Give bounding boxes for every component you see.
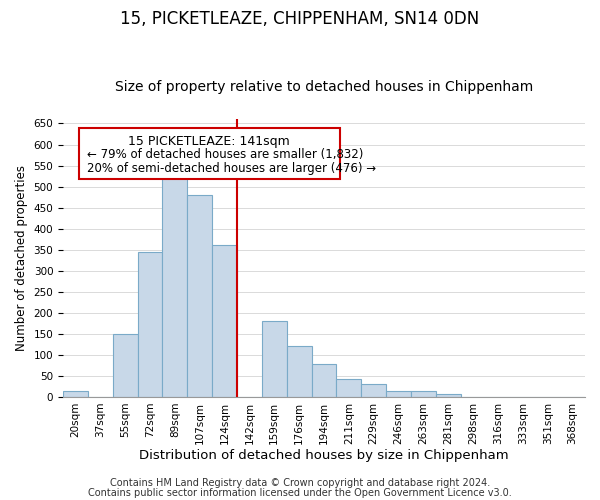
Bar bbox=[386, 390, 411, 397]
Title: Size of property relative to detached houses in Chippenham: Size of property relative to detached ho… bbox=[115, 80, 533, 94]
X-axis label: Distribution of detached houses by size in Chippenham: Distribution of detached houses by size … bbox=[139, 450, 509, 462]
Text: ← 79% of detached houses are smaller (1,832): ← 79% of detached houses are smaller (1,… bbox=[86, 148, 363, 162]
Text: Contains public sector information licensed under the Open Government Licence v3: Contains public sector information licen… bbox=[88, 488, 512, 498]
Bar bbox=[411, 390, 436, 397]
Y-axis label: Number of detached properties: Number of detached properties bbox=[15, 165, 28, 351]
Bar bbox=[212, 246, 237, 397]
Text: Contains HM Land Registry data © Crown copyright and database right 2024.: Contains HM Land Registry data © Crown c… bbox=[110, 478, 490, 488]
Bar bbox=[311, 364, 337, 397]
Bar bbox=[337, 380, 361, 397]
Bar bbox=[262, 321, 287, 397]
Bar bbox=[163, 178, 187, 397]
Bar bbox=[287, 346, 311, 397]
Text: 20% of semi-detached houses are larger (476) →: 20% of semi-detached houses are larger (… bbox=[86, 162, 376, 175]
FancyBboxPatch shape bbox=[79, 128, 340, 179]
Bar bbox=[187, 195, 212, 397]
Bar bbox=[113, 334, 137, 397]
Bar bbox=[63, 390, 88, 397]
Text: 15 PICKETLEAZE: 141sqm: 15 PICKETLEAZE: 141sqm bbox=[128, 134, 290, 147]
Bar bbox=[436, 394, 461, 397]
Bar bbox=[137, 252, 163, 397]
Text: 15, PICKETLEAZE, CHIPPENHAM, SN14 0DN: 15, PICKETLEAZE, CHIPPENHAM, SN14 0DN bbox=[121, 10, 479, 28]
Bar bbox=[361, 384, 386, 397]
